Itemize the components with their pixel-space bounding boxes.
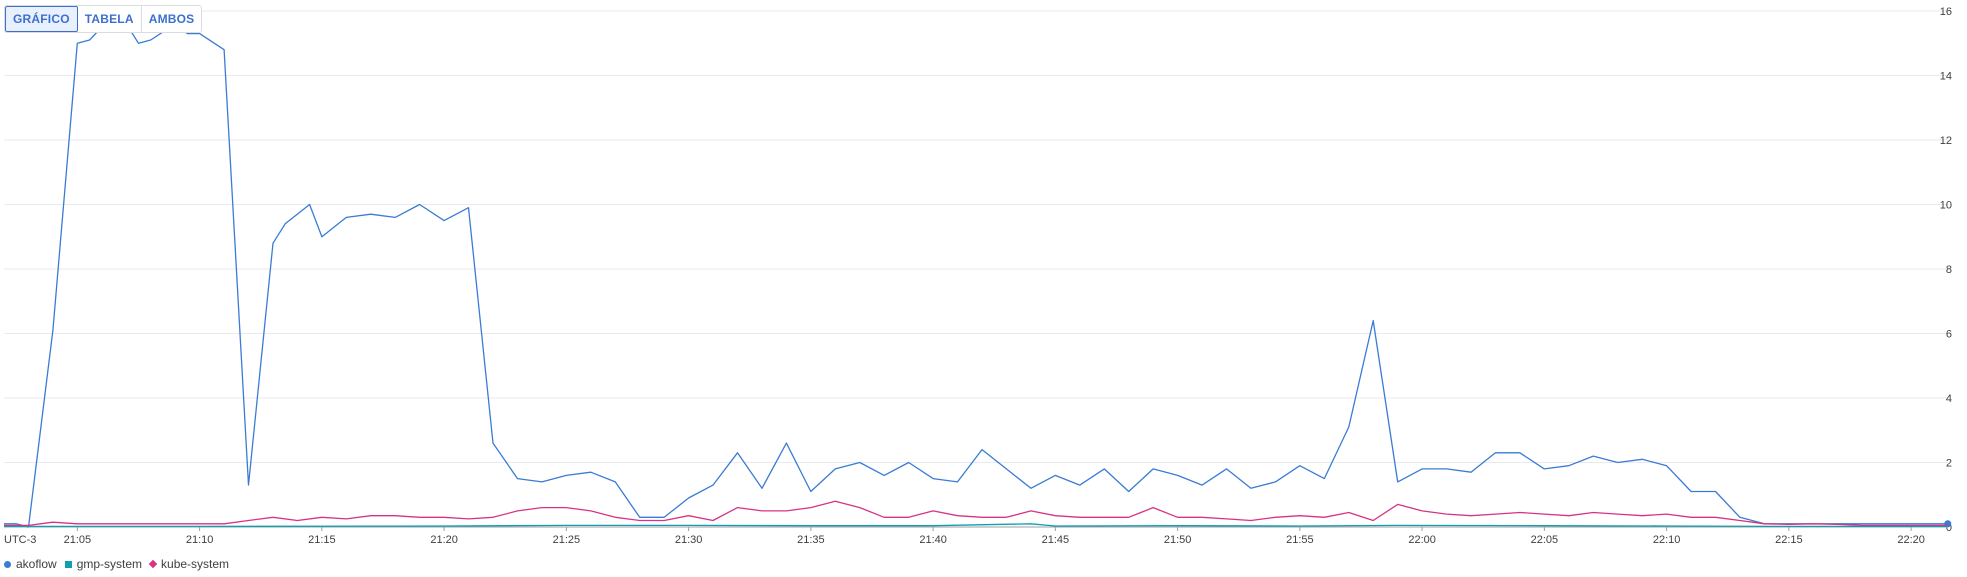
y-tick-label: 12 [1940, 135, 1952, 147]
x-tick-label: 21:10 [186, 534, 214, 546]
circle-marker-icon [4, 561, 11, 568]
legend-label: kube-system [161, 557, 229, 571]
x-tick-label: 21:40 [919, 534, 947, 546]
x-tick-label: 21:35 [797, 534, 825, 546]
x-tick-label: 21:30 [675, 534, 703, 546]
y-tick-label: 14 [1940, 71, 1952, 83]
y-tick-label: 2 [1946, 458, 1952, 470]
square-marker-icon [65, 561, 72, 568]
x-tick-label: 21:20 [430, 534, 458, 546]
x-tick-label: 22:05 [1531, 534, 1559, 546]
y-tick-label: 6 [1946, 329, 1952, 341]
x-tick-label: 22:10 [1653, 534, 1681, 546]
x-tick-label: 21:25 [553, 534, 581, 546]
view-chart-button[interactable]: GRÁFICO [5, 6, 78, 32]
legend-item-kube-system[interactable]: kube-system [150, 557, 229, 571]
diamond-marker-icon [149, 560, 157, 568]
legend-label: akoflow [16, 557, 57, 571]
y-tick-label: 10 [1940, 200, 1952, 212]
y-tick-label: 8 [1946, 264, 1952, 276]
timezone-label: UTC-3 [4, 534, 36, 546]
view-both-button[interactable]: AMBOS [142, 6, 202, 32]
x-tick-label: 22:00 [1408, 534, 1436, 546]
series-line-akoflow[interactable] [4, 17, 1948, 527]
legend-label: gmp-system [77, 557, 142, 571]
x-tick-label: 21:45 [1042, 534, 1070, 546]
series-line-gmp-system[interactable] [4, 524, 1948, 527]
series-lines [4, 17, 1951, 527]
x-tick-label: 21:55 [1286, 534, 1314, 546]
legend: akoflow gmp-system kube-system [4, 557, 237, 571]
x-tick-label: 21:05 [64, 534, 92, 546]
x-tick-label: 21:50 [1164, 534, 1192, 546]
x-tick-label: 21:15 [308, 534, 336, 546]
x-tick-label: 22:20 [1897, 534, 1925, 546]
view-toggle: GRÁFICO TABELA AMBOS [4, 5, 202, 33]
view-table-button[interactable]: TABELA [78, 6, 142, 32]
legend-item-gmp-system[interactable]: gmp-system [65, 557, 142, 571]
x-tick-label: 22:15 [1775, 534, 1803, 546]
grid-lines [4, 11, 1948, 527]
y-tick-label: 16 [1940, 6, 1952, 18]
series-line-kube-system[interactable] [4, 501, 1948, 525]
legend-item-akoflow[interactable]: akoflow [4, 557, 57, 571]
y-tick-label: 4 [1946, 393, 1952, 405]
